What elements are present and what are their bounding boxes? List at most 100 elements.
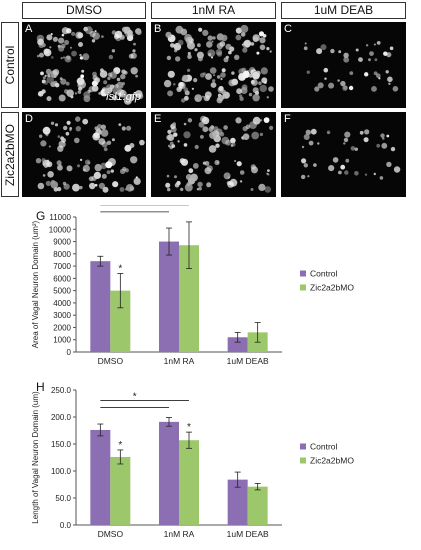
fluorescent-cell xyxy=(231,71,235,75)
legend-swatch xyxy=(300,284,306,291)
fluorescent-cell xyxy=(208,53,212,57)
fluorescent-cell xyxy=(212,79,216,83)
fluorescent-cell xyxy=(54,82,60,88)
fluorescent-cell xyxy=(389,46,394,51)
fluorescent-cell xyxy=(192,163,199,169)
fluorescent-cell xyxy=(101,35,104,38)
fluorescent-cell xyxy=(259,44,266,51)
fluorescent-cell xyxy=(163,79,172,88)
fluorescent-cell xyxy=(91,80,98,87)
fluorescent-cell xyxy=(220,34,228,42)
fluorescent-cell xyxy=(194,144,199,150)
fluorescent-cell xyxy=(205,73,212,80)
micrograph-texture xyxy=(35,116,145,193)
fluorescent-cell xyxy=(52,36,58,42)
fluorescent-cell xyxy=(252,116,261,125)
fluorescent-cell xyxy=(57,135,61,138)
fluorescent-cell xyxy=(371,86,377,92)
fluorescent-cell xyxy=(58,45,65,52)
fluorescent-cell xyxy=(175,56,181,62)
y-tick-label: 50.0 xyxy=(55,494,71,503)
fluorescent-cell xyxy=(216,75,221,79)
y-tick-label: 10000 xyxy=(49,225,72,234)
fluorescent-cell xyxy=(66,89,74,97)
area-bar-chart: 0 1000 2000 3000 4000 5000 6000 7000 8000 9000 100… xyxy=(31,205,354,366)
y-tick-label: 11000 xyxy=(49,213,71,222)
fluorescent-cell xyxy=(269,125,274,130)
y-tick-label: 150.0 xyxy=(51,440,72,449)
fluorescent-cell xyxy=(46,34,53,41)
fluorescent-cell xyxy=(78,42,83,47)
fluorescent-cell xyxy=(59,77,63,80)
fluorescent-cell xyxy=(103,147,108,152)
fluorescent-cell xyxy=(256,51,260,55)
fluorescent-cell xyxy=(259,84,267,93)
row-header-label: Zic2a2bMO xyxy=(3,123,17,186)
fluorescent-cell xyxy=(71,50,77,57)
micrograph-a: A isl1:gfp xyxy=(22,22,146,108)
fluorescent-cell xyxy=(56,186,62,192)
micrograph-texture xyxy=(165,115,274,193)
fluorescent-cell xyxy=(258,183,266,191)
fluorescent-cell xyxy=(225,55,229,59)
fluorescent-cell xyxy=(376,73,381,78)
fluorescent-cell xyxy=(200,115,207,123)
fluorescent-cell xyxy=(172,122,176,126)
fluorescent-cell xyxy=(204,91,212,99)
fluorescent-cell xyxy=(82,118,89,125)
bar-zic2a2bmo-1 xyxy=(179,440,199,525)
fluorescent-cell xyxy=(250,188,254,191)
fluorescent-cell xyxy=(340,164,346,170)
fluorescent-cell xyxy=(61,27,69,35)
fluorescent-cell xyxy=(89,30,96,38)
fluorescent-cell xyxy=(266,47,270,51)
fluorescent-cell xyxy=(343,142,346,145)
row-header-morphant: Zic2a2bMO xyxy=(1,112,19,197)
fluorescent-cell xyxy=(174,49,178,53)
fluorescent-cell xyxy=(133,42,136,46)
y-tick-label: 1000 xyxy=(53,336,71,345)
fluorescent-cell xyxy=(106,140,112,145)
fluorescent-cell xyxy=(42,76,46,80)
fluorescent-cell xyxy=(60,57,63,60)
fluorescent-cell xyxy=(41,43,46,48)
fluorescent-cell xyxy=(75,126,81,132)
fluorescent-cell xyxy=(51,56,54,59)
y-tick-label: 0.0 xyxy=(60,521,72,530)
fluorescent-cell xyxy=(215,49,223,56)
fluorescent-cell xyxy=(92,71,97,77)
fluorescent-cell xyxy=(167,134,175,141)
fluorescent-cell xyxy=(239,180,243,183)
y-tick-label: 5000 xyxy=(53,287,71,296)
bar-control-2 xyxy=(227,337,248,352)
fluorescent-cell xyxy=(66,165,73,172)
fluorescent-cell xyxy=(196,51,204,59)
fluorescent-cell xyxy=(210,125,215,129)
fluorescent-cell xyxy=(180,28,188,36)
x-tick-label: 1uM DEAB xyxy=(227,356,269,366)
fluorescent-cell xyxy=(80,74,85,79)
micrograph-texture xyxy=(163,24,274,104)
fluorescent-cell xyxy=(197,181,203,188)
fluorescent-cell xyxy=(56,160,62,166)
bar-control-2 xyxy=(227,479,248,525)
panel-letter: B xyxy=(154,23,162,35)
comparison-star: * xyxy=(133,205,137,207)
fluorescent-cell xyxy=(170,126,177,133)
fluorescent-cell xyxy=(364,72,369,77)
fluorescent-cell xyxy=(383,51,388,56)
fluorescent-cell xyxy=(94,30,97,33)
row-header-label: Control xyxy=(3,45,17,85)
fluorescent-cell xyxy=(106,170,111,175)
significance-star: * xyxy=(118,440,122,451)
fluorescent-cell xyxy=(187,51,191,56)
fluorescent-cell xyxy=(200,135,204,139)
fluorescent-cell xyxy=(251,131,260,140)
fluorescent-cell xyxy=(135,74,138,78)
fluorescent-cell xyxy=(240,87,248,94)
micrograph-texture xyxy=(36,26,144,105)
fluorescent-cell xyxy=(328,82,335,89)
fluorescent-cell xyxy=(83,91,91,99)
fluorescent-cell xyxy=(219,131,225,137)
fluorescent-cell xyxy=(65,131,70,136)
